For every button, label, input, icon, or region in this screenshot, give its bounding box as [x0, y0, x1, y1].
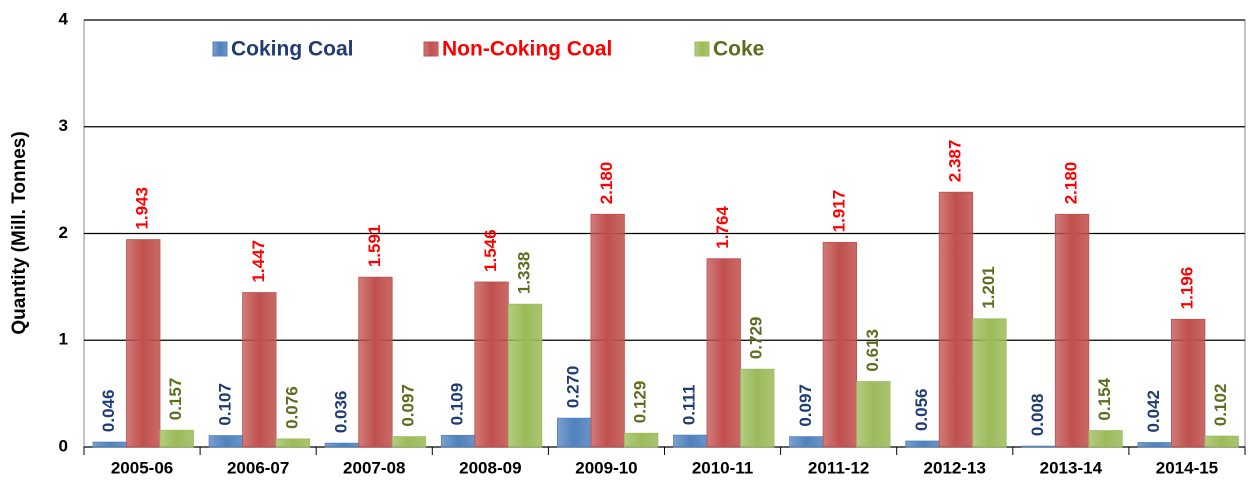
value-label: 0.097	[796, 384, 815, 427]
x-tick-label: 2008-09	[459, 458, 521, 477]
bar	[242, 292, 277, 448]
value-label: 0.107	[215, 383, 234, 426]
x-tick-label: 2013-14	[1040, 458, 1103, 477]
legend-swatch	[212, 41, 228, 57]
bar	[391, 436, 427, 448]
bar	[706, 258, 741, 448]
bar	[1021, 445, 1056, 448]
value-label: 0.729	[747, 317, 766, 360]
value-label: 0.129	[631, 381, 650, 424]
value-label: 0.111	[680, 384, 699, 425]
y-tick-label: 4	[59, 9, 69, 28]
bar	[905, 440, 940, 448]
value-label: 1.764	[713, 206, 732, 249]
value-label: 0.076	[282, 386, 301, 429]
y-tick-label: 2	[59, 223, 68, 242]
value-label: 0.008	[1028, 394, 1047, 437]
bar	[1088, 430, 1123, 448]
legend-label: Coking Coal	[231, 38, 354, 61]
bar	[1054, 213, 1090, 448]
value-label: 0.056	[912, 388, 931, 431]
y-tick-label: 3	[59, 116, 68, 135]
value-label: 0.042	[1144, 390, 1163, 433]
y-tick-label: 1	[59, 330, 68, 349]
value-label: 0.154	[1095, 377, 1114, 420]
value-label: 1.447	[249, 240, 268, 283]
bar	[358, 276, 393, 448]
legend-label: Non-Coking Coal	[442, 38, 612, 61]
bar	[972, 318, 1007, 448]
value-label: 1.943	[133, 187, 152, 230]
x-tick-label: 2014-15	[1156, 458, 1218, 477]
value-label: 1.591	[365, 225, 384, 268]
bar	[673, 434, 708, 448]
x-tick-label: 2006-07	[227, 458, 289, 477]
bar	[126, 239, 161, 448]
value-label: 2.387	[945, 140, 964, 183]
bar	[507, 303, 543, 448]
value-label: 1.917	[829, 190, 848, 233]
legend-label: Coke	[713, 38, 764, 61]
value-label: 1.338	[515, 252, 534, 295]
y-axis-label: Quantity (Mill. Tonnes)	[9, 131, 30, 334]
value-label: 0.270	[564, 366, 583, 409]
value-label: 1.546	[481, 229, 500, 272]
x-tick-label: 2012-13	[924, 458, 986, 477]
bar	[474, 281, 509, 448]
bar	[1137, 442, 1172, 448]
value-label: 0.102	[1211, 384, 1230, 427]
y-tick-label: 0	[59, 436, 68, 455]
value-label: 0.046	[99, 390, 118, 433]
value-label: 0.109	[448, 383, 467, 426]
x-tick-label: 2005-06	[111, 458, 173, 477]
value-label: 1.201	[979, 266, 998, 309]
value-label: 0.157	[166, 378, 185, 421]
bar	[740, 368, 775, 448]
bar	[938, 191, 974, 448]
value-label: 0.613	[863, 329, 882, 372]
value-label: 2.180	[1062, 162, 1081, 205]
bar	[590, 213, 625, 448]
bar	[208, 435, 244, 448]
bar	[624, 432, 659, 448]
value-label: 1.196	[1178, 267, 1197, 310]
bar	[1171, 318, 1206, 448]
value-label: 2.180	[597, 162, 616, 205]
bar	[1204, 435, 1239, 448]
value-label: 0.097	[398, 384, 417, 427]
bar	[159, 429, 194, 448]
x-tick-label: 2011-12	[808, 458, 869, 477]
x-tick-label: 2010-11	[692, 458, 753, 477]
bar	[856, 381, 891, 448]
x-tick-label: 2007-08	[343, 458, 405, 477]
bar	[789, 436, 824, 448]
bar	[324, 442, 360, 448]
bar	[275, 438, 311, 448]
bar	[92, 441, 127, 448]
bar	[822, 241, 857, 448]
legend-swatch	[423, 41, 439, 57]
x-tick-label: 2009-10	[575, 458, 637, 477]
value-label: 0.036	[331, 391, 350, 434]
bar	[557, 417, 592, 448]
legend-swatch	[694, 41, 710, 57]
bar	[440, 434, 476, 448]
